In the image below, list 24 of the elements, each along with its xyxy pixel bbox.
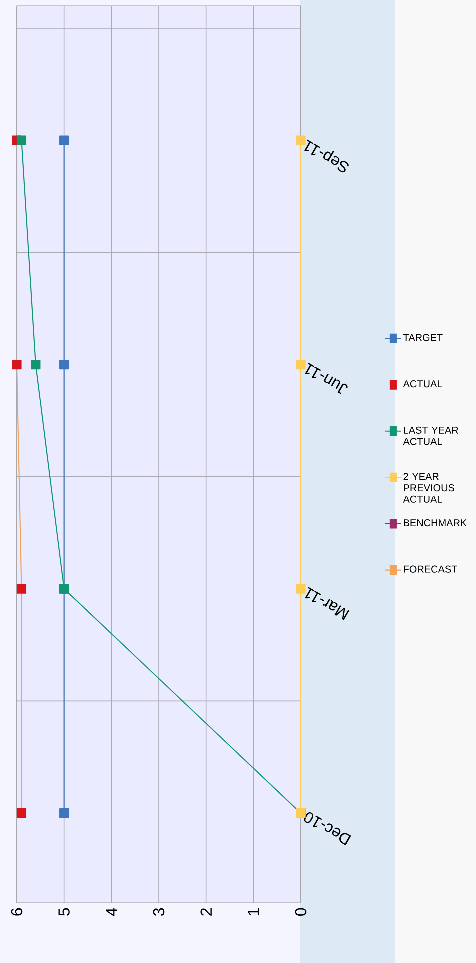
x-tick-label: 6 [11,908,23,916]
x-tick-label: 0 [295,908,307,916]
point [296,360,306,370]
x-tick-label: 4 [106,908,118,916]
point [296,136,306,146]
legend-label: 2 YEAR PREVIOUS ACTUAL [403,473,455,503]
point [296,584,306,594]
legend-label: LAST YEAR ACTUAL [403,426,458,446]
point [60,136,70,146]
point [12,360,22,370]
point [60,808,70,818]
x-tick-label: 5 [58,908,70,916]
point [16,808,27,818]
point [60,360,70,370]
legend-label: ACTUAL [403,380,442,388]
point [31,360,41,370]
legend-label: BENCHMARK [404,519,468,527]
legend-label: FORECAST [404,566,458,573]
x-tick-label: 2 [200,908,212,916]
point [16,136,27,146]
x-tick-label: 1 [248,908,260,916]
point [16,584,27,594]
legend-label: TARGET [404,334,443,342]
x-tick-label: 3 [153,908,165,916]
